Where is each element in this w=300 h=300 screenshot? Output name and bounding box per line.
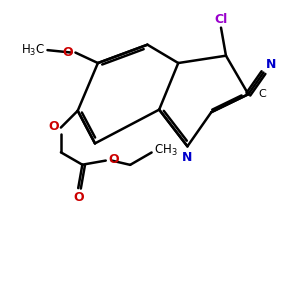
Text: O: O	[49, 120, 59, 134]
Text: N: N	[266, 58, 276, 71]
Text: N: N	[182, 151, 193, 164]
Text: C: C	[259, 89, 266, 99]
Text: CH$_3$: CH$_3$	[154, 143, 178, 158]
Text: O: O	[62, 46, 73, 59]
Text: H$_3$C: H$_3$C	[21, 43, 45, 58]
Text: Cl: Cl	[214, 13, 228, 26]
Text: O: O	[108, 153, 119, 166]
Text: O: O	[73, 191, 83, 204]
